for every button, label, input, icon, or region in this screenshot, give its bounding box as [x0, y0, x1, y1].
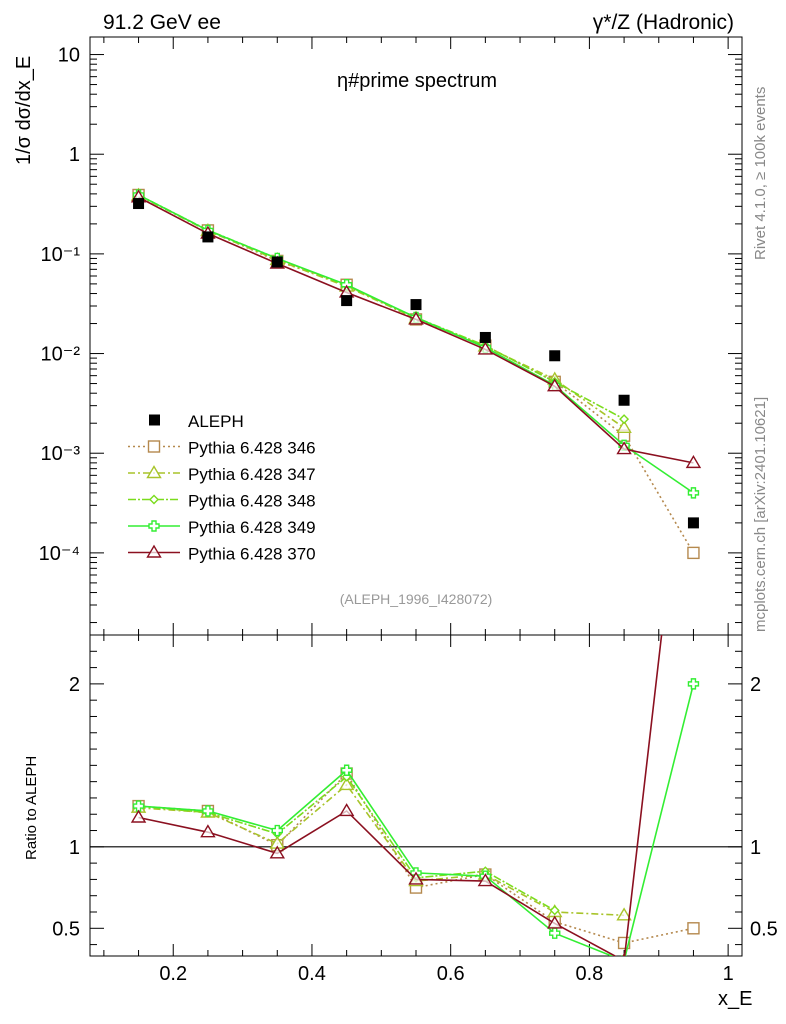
ratio-point [546, 915, 563, 929]
ratio-point [549, 927, 561, 939]
legend: ALEPH Pythia 6.428 346 Pythia 6.428 347 Pyt… [128, 412, 316, 564]
ratio-point [132, 800, 145, 812]
ratio-point [687, 351, 700, 362]
ratio-point [271, 824, 283, 837]
legend-label: Pythia 6.428 346 [188, 439, 316, 458]
series-point [685, 454, 702, 469]
data-point [618, 394, 630, 406]
ratio-point [621, 955, 627, 956]
ratio-y-tick-label: 2 [69, 674, 80, 696]
right-title: γ*/Z (Hadronic) [593, 11, 734, 34]
ratio-y-tick-label-right: 0.5 [750, 918, 778, 940]
series-line [138, 194, 695, 554]
main-axes: 10⁻⁴ 10⁻³ 10⁻² 10⁻¹ 1 10 [39, 37, 742, 635]
data-point [410, 299, 422, 311]
series-ratio-0 [132, 767, 700, 950]
data-point [133, 198, 145, 210]
x-tick-label: 0.2 [159, 963, 187, 985]
legend-label: Pythia 6.428 349 [188, 518, 316, 537]
left-title: 91.2 GeV ee [103, 11, 221, 34]
ratio-y-tick-label-right: 1 [750, 837, 761, 859]
ratio-axes: 0.2 0.4 0.6 0.8 1 0.5 0.5 1 1 2 2 [52, 635, 778, 985]
data-point [549, 350, 561, 362]
ratio-plot-frame [89, 634, 743, 957]
y-tick-label: 10⁻⁴ [39, 543, 80, 565]
series-point [546, 378, 563, 392]
ratio-line [138, 783, 625, 917]
x-tick-label: 0.6 [437, 963, 465, 985]
legend-marker [146, 544, 162, 558]
rivet-label: Rivet 4.1.0, ≥ 100k events [752, 87, 769, 260]
ratio-point [687, 922, 700, 935]
ratio-point [622, 953, 626, 956]
legend-marker [146, 465, 162, 479]
aleph-data [133, 198, 699, 529]
ratio-point [549, 905, 560, 916]
series-ratio-2 [133, 771, 560, 916]
y-tick-label: 10⁻³ [41, 443, 81, 465]
series-point [687, 487, 700, 499]
series-point [477, 341, 494, 355]
ratio-point [617, 936, 631, 950]
series-point [619, 414, 630, 425]
x-tick-label: 0.4 [298, 963, 326, 985]
ratio-series [130, 351, 700, 956]
y-tick-label: 10⁻² [41, 344, 81, 366]
data-point [341, 295, 353, 307]
ratio-line [138, 683, 695, 956]
ratio-point [477, 873, 494, 887]
ratio-point [200, 824, 216, 838]
legend-marker [149, 494, 159, 505]
series-ratio-4 [130, 351, 700, 956]
ratio-point [616, 907, 632, 921]
ratio-line [138, 775, 556, 912]
legend-marker [148, 520, 160, 532]
data-point [271, 256, 283, 268]
series-point [616, 419, 632, 433]
series-ratio-1 [130, 777, 632, 921]
legend-label: Pythia 6.428 348 [188, 492, 316, 511]
ratio-y-tick-label-right: 2 [750, 674, 761, 696]
data-point [202, 231, 214, 243]
plot-title: η#prime spectrum [337, 70, 497, 92]
ratio-point [408, 871, 424, 885]
ratio-point [130, 809, 147, 823]
y-axis-label: 1/σ dσ/dx_E [13, 56, 35, 165]
x-tick-label: 0.8 [575, 963, 603, 985]
data-point [479, 331, 491, 343]
analysis-id: (ALEPH_1996_I428072) [340, 591, 493, 607]
ratio-point [338, 803, 355, 817]
legend-label: Pythia 6.428 347 [188, 465, 316, 484]
main-series [130, 187, 702, 560]
y-tick-label: 10 [58, 45, 80, 67]
y-tick-label: 10⁻¹ [41, 244, 81, 266]
data-point [687, 517, 699, 529]
x-axis-label: x_E [718, 988, 752, 1010]
x-tick-label: 1 [723, 963, 734, 985]
ratio-y-tick-label: 1 [69, 837, 80, 859]
ratio-point [338, 777, 355, 791]
mcplots-label: mcplots.cern.ch [arXiv:2401.10621] [752, 397, 769, 632]
series-point [408, 311, 424, 325]
y-tick-label: 1 [69, 144, 80, 166]
legend-label-aleph: ALEPH [188, 412, 244, 431]
legend-marker-aleph [149, 414, 160, 426]
ratio-line [138, 772, 694, 944]
ratio-point [340, 764, 353, 776]
series-point [687, 546, 700, 560]
series-ratio-3 [132, 678, 700, 956]
ratio-point [269, 845, 286, 859]
legend-marker [147, 440, 161, 453]
ratio-y-tick-label: 0.5 [52, 918, 80, 940]
ratio-point [202, 805, 214, 817]
ratio-point [687, 678, 700, 690]
ratio-axis-label: Ratio to ALEPH [23, 756, 40, 860]
series-point [616, 441, 632, 455]
legend-label: Pythia 6.428 370 [188, 545, 316, 564]
